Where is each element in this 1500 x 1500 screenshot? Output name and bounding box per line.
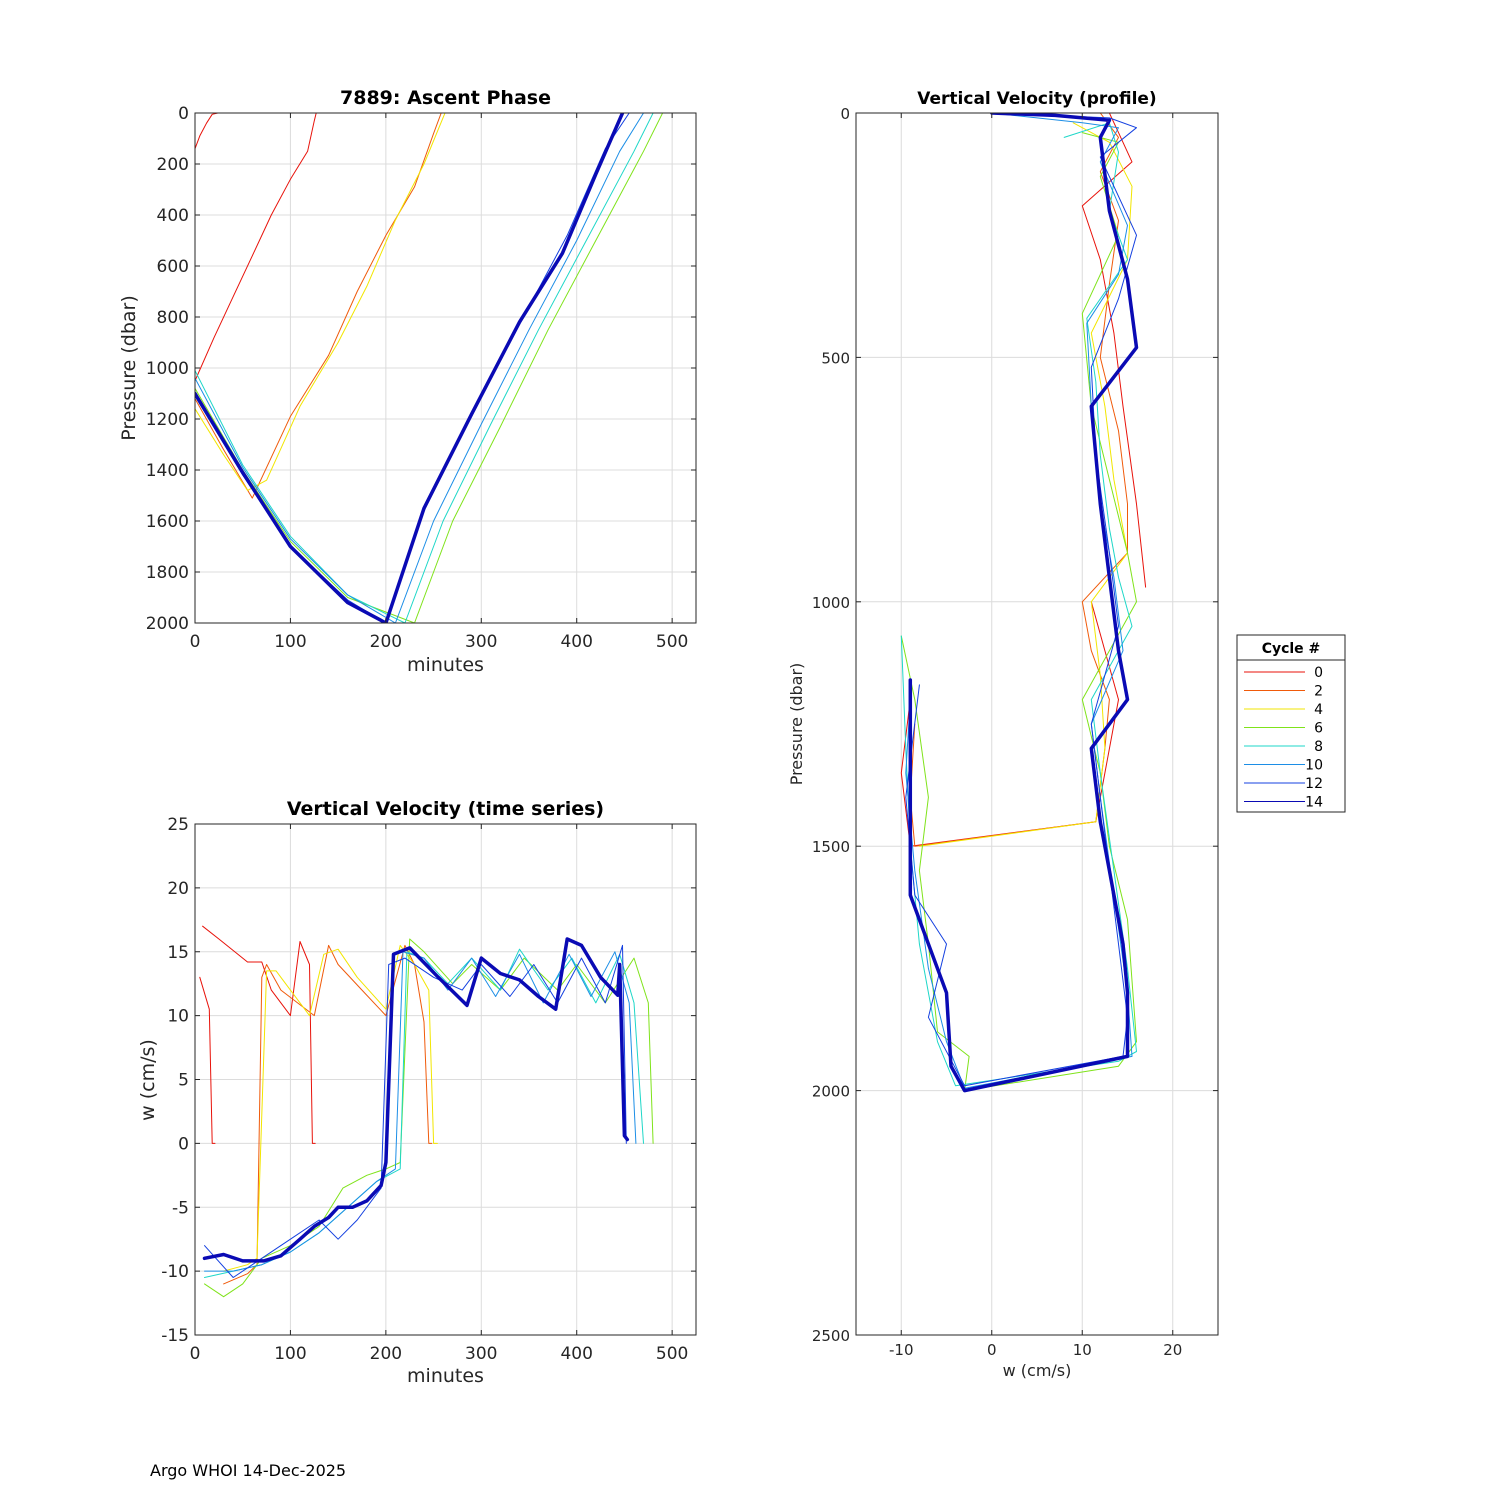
y-tick-label: 800 <box>157 308 189 328</box>
series-line-cycle-10 <box>195 113 644 623</box>
y-tick-label: 15 <box>167 943 189 963</box>
chart-title: Vertical Velocity (profile) <box>917 89 1156 109</box>
y-tick-label: -5 <box>172 1198 189 1218</box>
y-tick-label: 1200 <box>146 410 189 430</box>
x-tick-label: -10 <box>889 1341 914 1359</box>
x-tick-label: 200 <box>370 1344 402 1364</box>
y-tick-label: 1800 <box>146 563 189 583</box>
series-line-cycle-0 <box>900 601 1119 847</box>
x-tick-label: 300 <box>465 1344 497 1364</box>
series-line-cycle-0 <box>195 113 317 382</box>
y-tick-label: -15 <box>161 1326 189 1346</box>
x-tick-label: 100 <box>274 632 306 652</box>
axes-frame <box>855 112 1219 1336</box>
legend: Cycle # 0 2 4 6 8 10 12 14 <box>1236 634 1346 813</box>
x-tick-label: 500 <box>656 1344 688 1364</box>
x-tick-label: 300 <box>465 632 497 652</box>
series-line-cycle-4 <box>918 122 1133 847</box>
x-tick-label: 500 <box>656 632 688 652</box>
x-tick-label: 200 <box>370 632 402 652</box>
series-line-cycle-0 <box>199 976 216 1144</box>
series-group <box>900 113 1147 1093</box>
series-line-cycle-8 <box>195 113 654 623</box>
chart-title: Vertical Velocity (time series) <box>287 798 604 820</box>
y-tick-label: 2500 <box>812 1327 850 1345</box>
series-line-cycle-0 <box>202 925 316 1144</box>
legend-label: 2 <box>1314 684 1323 700</box>
y-tick-label: -10 <box>161 1262 189 1282</box>
series-line-cycle-8 <box>900 122 1137 1087</box>
x-tick-label: 400 <box>560 1344 592 1364</box>
y-tick-label: 1400 <box>146 461 189 481</box>
y-tick-label: 1000 <box>146 359 189 379</box>
series-line-cycle-12 <box>204 944 627 1278</box>
y-axis-label: Pressure (dbar) <box>118 295 140 441</box>
y-tick-label: 5 <box>178 1071 189 1091</box>
series-line-cycle-2 <box>223 944 433 1285</box>
series-line-cycle-6 <box>195 113 664 623</box>
x-tick-label: 100 <box>274 1344 306 1364</box>
series-line-cycle-2 <box>909 113 1128 847</box>
legend-label: 0 <box>1314 665 1323 681</box>
series-group <box>199 925 654 1298</box>
series-line-cycle-8 <box>204 948 644 1278</box>
y-tick-label: 500 <box>821 349 850 367</box>
y-tick-label: 0 <box>178 104 189 124</box>
legend-box <box>1236 634 1346 813</box>
y-tick-label: 10 <box>167 1007 189 1027</box>
y-tick-label: 1600 <box>146 512 189 532</box>
legend-label: 14 <box>1305 795 1323 811</box>
series-line-cycle-14 <box>202 937 630 1263</box>
y-tick-label: 1000 <box>812 594 850 612</box>
y-axis-label: Pressure (dbar) <box>787 663 806 786</box>
chart-title: 7889: Ascent Phase <box>340 87 551 109</box>
legend-label: 10 <box>1305 758 1323 774</box>
series-line-cycle-4 <box>223 944 438 1272</box>
x-axis-label: minutes <box>407 1365 484 1387</box>
series-line-cycle-0 <box>195 113 219 150</box>
series-line-cycle-6 <box>204 938 654 1298</box>
chart-wprofile: -10 0 10 20 0 500 1000 1500 2000 2500 Vertical Vel… <box>787 89 1219 1380</box>
x-tick-label: 20 <box>1163 1341 1182 1359</box>
y-tick-label: 20 <box>167 879 189 899</box>
series-line-cycle-14 <box>195 113 625 623</box>
x-axis-label: minutes <box>407 654 484 676</box>
x-tick-label: 0 <box>987 1341 997 1359</box>
y-axis-label: w (cm/s) <box>137 1039 159 1121</box>
series-line-cycle-12 <box>905 113 1137 1087</box>
y-tick-label: 400 <box>157 206 189 226</box>
y-tick-label: 2000 <box>146 614 189 634</box>
series-line-cycle-2 <box>195 113 442 499</box>
legend-label: 8 <box>1314 739 1323 755</box>
chart-ascent: 0 100 200 300 400 500 0 200 400 600 800 1000 1200 140… <box>118 87 697 676</box>
series-line-cycle-14 <box>908 113 1139 1093</box>
chart-wtime: 0 100 200 300 400 500 25 20 15 10 5 0 -5 -10 -15 Vertic… <box>137 798 697 1387</box>
y-tick-label: 2000 <box>812 1083 850 1101</box>
legend-title: Cycle # <box>1262 641 1321 657</box>
series-line-cycle-10 <box>905 113 1133 1089</box>
y-tick-label: 0 <box>840 105 850 123</box>
x-axis-label: w (cm/s) <box>1003 1361 1072 1380</box>
y-tick-label: 25 <box>167 815 189 835</box>
y-tick-label: 1500 <box>812 838 850 856</box>
x-tick-label: 10 <box>1073 1341 1092 1359</box>
y-tick-label: 200 <box>157 155 189 175</box>
legend-label: 4 <box>1314 702 1323 718</box>
y-tick-label: 600 <box>157 257 189 277</box>
x-tick-label: 400 <box>560 632 592 652</box>
series-line-cycle-6 <box>900 132 1137 1092</box>
x-tick-label: 0 <box>190 632 201 652</box>
footer-credit: Argo WHOI 14-Dec-2025 <box>150 1461 347 1480</box>
legend-label: 6 <box>1314 721 1323 737</box>
legend-label: 12 <box>1305 776 1323 792</box>
series-group <box>195 113 664 623</box>
series-line-cycle-0 <box>1081 113 1147 588</box>
x-tick-label: 0 <box>190 1344 201 1364</box>
series-line-cycle-4 <box>195 113 446 491</box>
y-tick-label: 0 <box>178 1134 189 1154</box>
